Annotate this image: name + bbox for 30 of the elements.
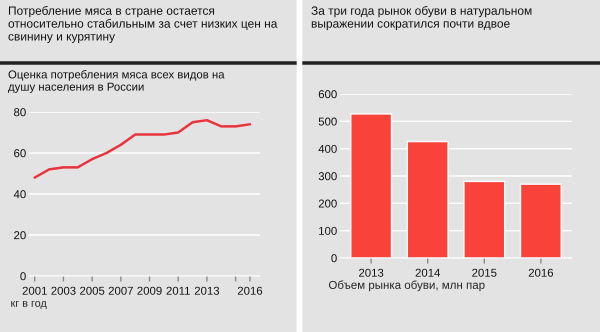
y-tick-label: 400 xyxy=(318,144,337,153)
y-tick-label: 0 xyxy=(20,272,26,280)
chart-subtitle: Оценка потребления мяса всех видов на душу населения в России xyxy=(8,70,225,93)
x-tick-label: 2016 xyxy=(528,268,554,277)
x-tick-label: 2001 xyxy=(22,286,47,295)
y-tick-label: 500 xyxy=(318,118,337,126)
y-tick-label: 40 xyxy=(14,190,26,198)
y-tick-label: 20 xyxy=(14,231,26,240)
y-tick-label: 600 xyxy=(318,90,337,98)
x-tick-label: 2003 xyxy=(51,286,76,295)
x-tick-label: 2013 xyxy=(359,268,384,277)
chart-title: За три года рынок обуви в натуральном выражении сократился почти вдвое xyxy=(311,6,532,30)
x-tick-label: 2007 xyxy=(108,286,133,295)
y-tick-label: 100 xyxy=(319,226,337,235)
y-tick-label: 200 xyxy=(318,200,337,208)
x-tick-label: 2009 xyxy=(137,286,162,295)
line-series xyxy=(33,118,252,179)
y-tick-label: 300 xyxy=(318,172,337,180)
x-tick-label: 2014 xyxy=(416,268,440,277)
y-tick-label: 0 xyxy=(331,254,337,262)
x-tick-label: 2013 xyxy=(194,286,220,295)
x-tick-label: 2015 xyxy=(472,268,496,277)
x-tick-label: 2005 xyxy=(80,286,104,295)
y-tick-label: 60 xyxy=(14,149,26,158)
chart-title: Потребление мяса в стране остается относительно стабильным за счет низких цен на свинину и курятину xyxy=(8,6,278,43)
x-tick-label: 2011 xyxy=(166,286,190,295)
x-axis-title: Объем рынка обуви, млн пар xyxy=(328,280,485,292)
text: кг в год xyxy=(11,300,47,309)
x-tick-label: 2016 xyxy=(238,286,262,295)
y-tick-label: 80 xyxy=(14,108,26,116)
